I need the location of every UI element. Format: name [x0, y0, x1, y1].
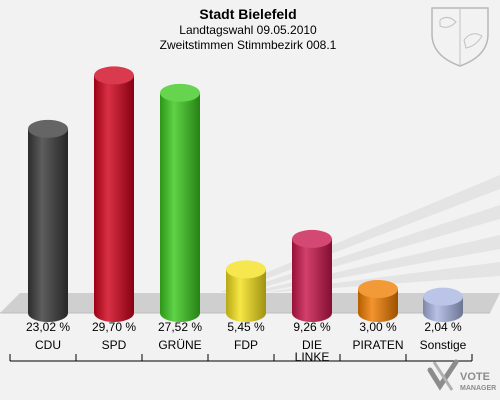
- bar-top: [94, 66, 134, 85]
- value-label-piraten: 3,00 %: [359, 320, 397, 334]
- value-label-die-linke: 9,26 %: [293, 320, 331, 334]
- bar-top: [28, 119, 68, 138]
- category-label-piraten: PIRATEN: [352, 338, 403, 352]
- bar-top: [160, 83, 200, 102]
- bar-body: [292, 238, 332, 322]
- logo-text-manager: MANAGER: [460, 385, 496, 392]
- vote-manager-logo: VOTE MANAGER: [427, 359, 496, 392]
- bar-cdu: [28, 119, 68, 322]
- value-label-gruene: 27,52 %: [158, 320, 202, 334]
- bar-body: [226, 269, 266, 322]
- background-ray: [220, 175, 500, 292]
- category-label-die-linke: DIE: [302, 338, 322, 352]
- checkmark-icon: [427, 359, 459, 391]
- bar-gruene: [160, 83, 200, 322]
- category-label-cdu: CDU: [35, 338, 61, 352]
- category-label-sonstige: Sonstige: [420, 338, 467, 352]
- category-label-die-linke: LINKE: [295, 350, 330, 364]
- bar-top: [292, 229, 332, 248]
- labels-group: 23,02 % CDU 29,70 % SPD 27,52 % GRÜNE 5,45 % FD…: [9, 320, 473, 364]
- value-label-sonstige: 2,04 %: [424, 320, 462, 334]
- bar-fdp: [226, 260, 266, 322]
- value-label-fdp: 5,45 %: [227, 320, 265, 334]
- chart-title: Stadt Bielefeld: [199, 6, 296, 22]
- value-label-spd: 29,70 %: [92, 320, 136, 334]
- category-label-gruene: GRÜNE: [158, 338, 201, 352]
- bar-piraten: [358, 280, 398, 322]
- bar-sonstige: [423, 287, 463, 322]
- bar-spd: [94, 66, 134, 323]
- bar-body: [94, 75, 134, 323]
- bar-body: [28, 128, 68, 322]
- bar-body: [358, 289, 398, 322]
- chart-subtitle-election: Landtagswahl 09.05.2010: [179, 23, 317, 37]
- value-label-cdu: 23,02 %: [26, 320, 70, 334]
- coat-of-arms-icon: [431, 7, 489, 67]
- bar-top: [358, 280, 398, 298]
- chart-subtitle-district: Zweitstimmen Stimmbezirk 008.1: [160, 38, 337, 52]
- category-label-spd: SPD: [102, 338, 127, 352]
- bars-group: [28, 66, 463, 323]
- bar-top: [226, 260, 266, 279]
- bar-body: [160, 92, 200, 322]
- bar-top: [423, 287, 463, 306]
- logo-text-vote: VOTE: [460, 371, 490, 383]
- category-label-fdp: FDP: [234, 338, 258, 352]
- bar-die-linke: [292, 229, 332, 322]
